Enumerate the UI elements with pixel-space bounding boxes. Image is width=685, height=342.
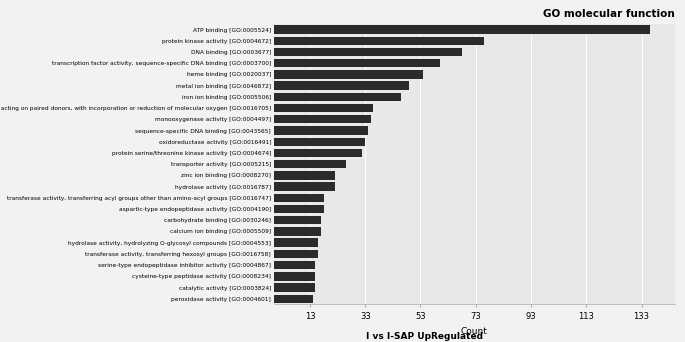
Bar	[274, 238, 319, 247]
Bar	[274, 272, 316, 280]
Bar	[274, 93, 401, 101]
Bar	[274, 194, 324, 202]
Bar	[274, 37, 484, 45]
Bar	[274, 70, 423, 79]
Bar	[274, 25, 650, 34]
Bar	[274, 205, 324, 213]
Bar	[274, 160, 346, 168]
Bar	[274, 250, 319, 258]
Bar	[274, 283, 316, 292]
Bar	[274, 227, 321, 236]
Bar	[274, 261, 316, 269]
Text: I vs I-SAP UpRegulated: I vs I-SAP UpRegulated	[366, 332, 483, 341]
Bar	[274, 115, 371, 123]
Bar	[274, 104, 373, 112]
Bar	[274, 182, 335, 191]
Bar	[274, 48, 462, 56]
Bar	[274, 216, 321, 224]
Bar	[274, 59, 440, 67]
Bar	[274, 171, 335, 180]
X-axis label: Count: Count	[461, 327, 488, 336]
Bar	[274, 81, 410, 90]
Text: GO molecular function: GO molecular function	[543, 9, 675, 19]
Bar	[274, 294, 312, 303]
Bar	[274, 149, 362, 157]
Bar	[274, 126, 368, 135]
Bar	[274, 137, 365, 146]
